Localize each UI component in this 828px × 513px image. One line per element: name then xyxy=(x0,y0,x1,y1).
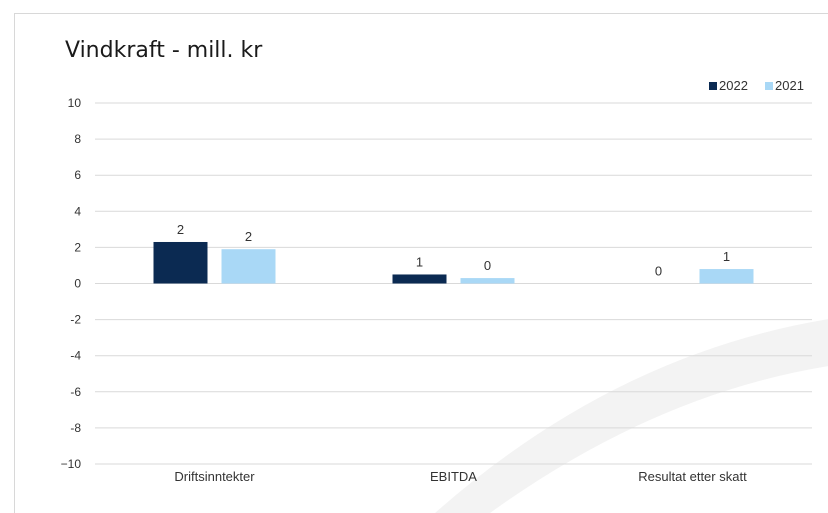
y-tick-label: −10 xyxy=(61,457,82,471)
x-tick-label: Driftsinntekter xyxy=(174,469,255,484)
bar-2021-1 xyxy=(460,278,515,284)
chart: Vindkraft - mill. kr 2 21 0 01 1086420-2-4-… xyxy=(61,38,828,513)
data-label: 2 xyxy=(177,222,184,237)
bar-2021-0 xyxy=(221,249,276,284)
y-tick-label: -2 xyxy=(70,313,81,327)
y-tick-label: -4 xyxy=(70,349,81,363)
bar-2022-0 xyxy=(153,241,208,284)
legend-swatch-2022 xyxy=(709,82,717,90)
legend: 2022 2021 xyxy=(709,78,804,93)
decorative-swoosh xyxy=(435,319,828,513)
y-tick-label: 2 xyxy=(74,240,81,254)
data-label: 2 xyxy=(245,229,252,244)
grid xyxy=(95,102,812,465)
y-tick-label: 6 xyxy=(74,168,81,182)
bars xyxy=(153,241,754,284)
data-labels: 2 2 1 0 0 1 xyxy=(177,222,730,279)
bar-2021-2 xyxy=(699,269,754,284)
data-label: 0 xyxy=(484,258,491,273)
bar-2022-1 xyxy=(392,274,447,284)
y-tick-label: 10 xyxy=(68,96,82,110)
chart-title: Vindkraft - mill. kr xyxy=(65,38,263,63)
x-tick-label: EBITDA xyxy=(430,469,477,484)
legend-label: 2022 xyxy=(719,78,748,93)
y-tick-label: 8 xyxy=(74,132,81,146)
y-tick-label: 4 xyxy=(74,204,81,218)
x-tick-label: Resultat etter skatt xyxy=(638,469,747,484)
y-tick-label: -8 xyxy=(70,421,81,435)
data-label: 1 xyxy=(416,254,423,269)
data-label: 1 xyxy=(723,249,730,264)
legend-swatch-2021 xyxy=(765,82,773,90)
data-label: 0 xyxy=(655,264,662,279)
y-tick-label: -6 xyxy=(70,385,81,399)
legend-label: 2021 xyxy=(775,78,804,93)
y-tick-label: 0 xyxy=(74,277,81,291)
